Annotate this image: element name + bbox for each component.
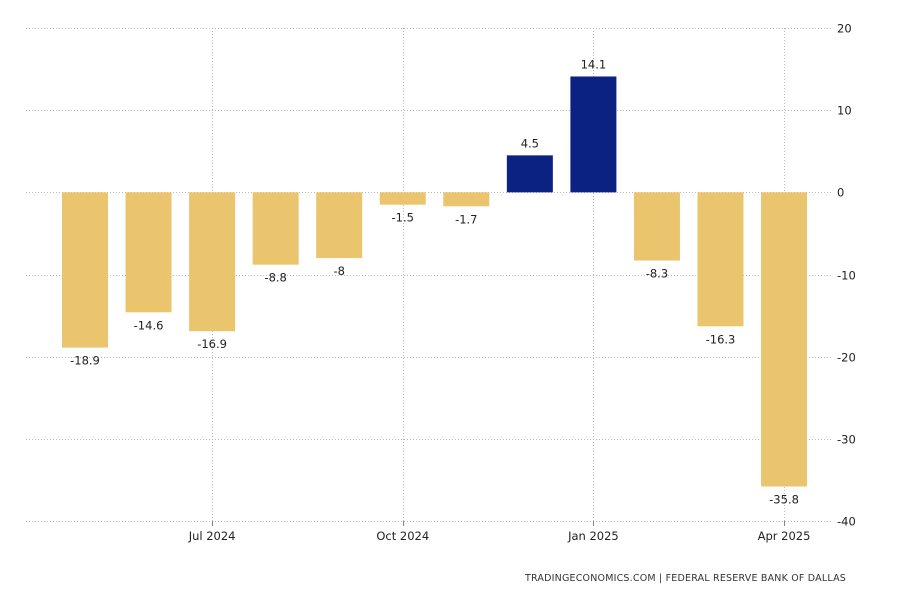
bar: [697, 192, 744, 327]
y-tick-label: -30: [837, 433, 856, 447]
bar-value-label: 14.1: [581, 57, 607, 71]
bar: [761, 192, 808, 487]
bar: [379, 192, 426, 205]
y-tick-label: 20: [837, 22, 852, 36]
x-tick-label: Jan 2025: [567, 529, 619, 543]
bar-value-label: -16.9: [197, 337, 227, 351]
bar: [633, 192, 680, 261]
bars: [62, 76, 808, 487]
bar-value-label: -8.3: [646, 267, 668, 281]
y-axis: 20 10 0 -10 -20 -30 -40: [837, 22, 856, 529]
bar: [443, 192, 490, 207]
bar-value-label: -8: [333, 264, 344, 278]
bar-value-label: -35.8: [769, 492, 799, 506]
bar-value-label: -1.5: [392, 211, 414, 225]
x-tick-label: Oct 2024: [376, 529, 429, 543]
x-tick-label: Apr 2025: [758, 529, 811, 543]
bar: [62, 192, 108, 348]
bar: [506, 155, 553, 193]
y-tick-label: 10: [837, 104, 852, 118]
bar: [316, 192, 363, 259]
bar: [189, 192, 236, 332]
y-tick-label: -10: [837, 269, 856, 283]
x-tick-label: Jul 2024: [188, 529, 236, 543]
y-tick-label: -40: [837, 515, 856, 529]
bar-value-label: -8.8: [264, 271, 286, 285]
y-tick-label: 0: [837, 186, 844, 200]
bar-value-label: -18.9: [70, 354, 100, 368]
x-axis: Jul 2024 Oct 2024 Jan 2025 Apr 2025: [188, 521, 811, 543]
bar: [252, 192, 299, 265]
y-tick-label: -20: [837, 351, 856, 365]
bar-value-label: -16.3: [706, 332, 736, 346]
bar-value-label: -14.6: [134, 318, 164, 332]
data-labels: -18.9 -14.6 -16.9 -8.8 -8 -1.5 -1.7 4.5 14.1 -8.3…: [70, 57, 799, 506]
bar: [570, 76, 617, 193]
bar-value-label: -1.7: [455, 212, 477, 226]
bar-value-label: 4.5: [521, 136, 539, 150]
bar: [125, 192, 172, 313]
source-credit: TRADINGECONOMICS.COM | FEDERAL RESERVE B…: [524, 573, 846, 584]
